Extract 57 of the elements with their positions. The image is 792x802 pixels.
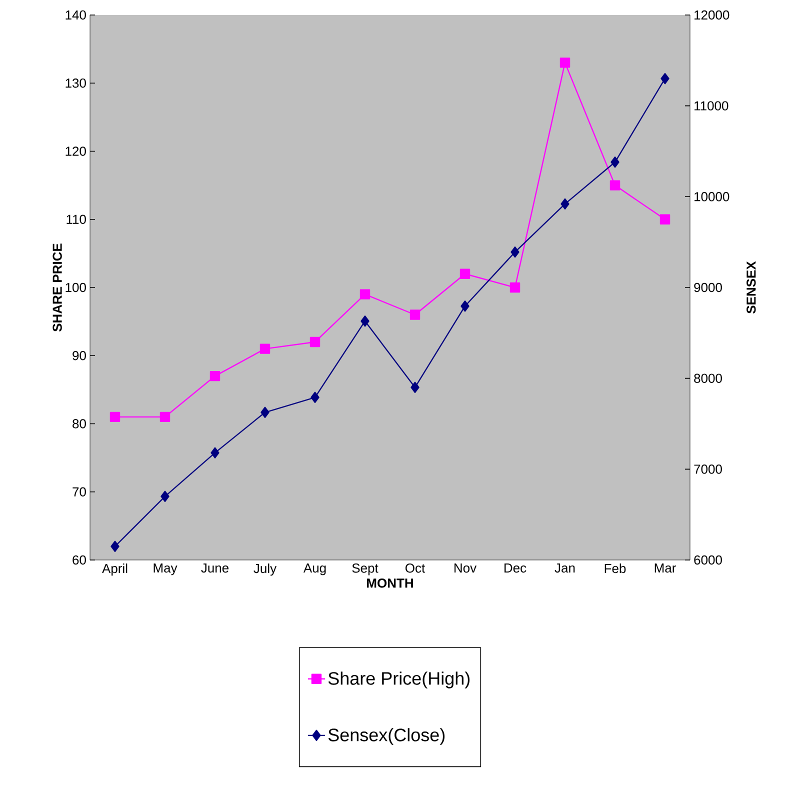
point [310, 392, 320, 404]
point [460, 300, 470, 312]
x-tick-label: June [201, 564, 229, 573]
y-tick-label: 100 [66, 282, 86, 292]
y-tick-label: 120 [66, 146, 86, 156]
point [610, 180, 620, 190]
point [460, 268, 470, 279]
y2-tick-label: 6000 [694, 555, 722, 565]
x-tick-label: Mar [654, 564, 676, 573]
y2-axis-title: SENSEX [746, 261, 756, 314]
point [610, 156, 620, 168]
x-tick-label: Sept [352, 564, 378, 576]
point [360, 316, 370, 327]
x-tick-label: July [254, 564, 277, 576]
point [410, 382, 420, 394]
x-tick-label: May [154, 564, 178, 576]
point [360, 289, 370, 300]
x-tick-label: Jan [554, 564, 575, 573]
y2-tick-label: 11000 [694, 101, 728, 110]
x-tick-label: Dec [504, 564, 526, 573]
y2-tick-label: 10000 [694, 192, 730, 202]
point [160, 490, 170, 502]
x-tick-label: Aug [303, 564, 326, 576]
x-tick-label: Feb [604, 564, 626, 574]
point [260, 406, 270, 418]
point [510, 246, 520, 258]
point [660, 72, 670, 84]
y-tick-label: 110 [66, 214, 86, 224]
point [560, 198, 570, 210]
y-tick-label: 70 [72, 487, 86, 496]
y2-tick-label: 9000 [694, 282, 722, 292]
point [260, 344, 270, 354]
point [210, 447, 220, 458]
point [560, 58, 570, 68]
point [410, 310, 420, 320]
point [510, 282, 520, 293]
point [310, 336, 320, 348]
x-tick-label: Oct [406, 564, 426, 573]
legend-label: Share Price(High) [328, 672, 470, 688]
y-tick-label: 140 [66, 10, 86, 20]
point [160, 412, 170, 422]
legend-label: Sensex(Close) [328, 728, 445, 745]
x-axis-title: MONTH [367, 578, 413, 588]
y-tick-label: 60 [72, 555, 86, 565]
point [110, 540, 120, 552]
y2-tick-label: 7000 [694, 464, 722, 474]
y-tick-label: 130 [66, 78, 86, 88]
point [660, 214, 670, 224]
y-tick-label: 80 [72, 419, 86, 428]
y-tick-label: 90 [72, 351, 86, 360]
y2-tick-label: 12000 [694, 10, 730, 20]
y-axis-title: SHARE PRICE [52, 244, 62, 332]
point [110, 412, 120, 422]
point [210, 370, 220, 382]
y2-tick-label: 8000 [694, 374, 722, 383]
x-tick-label: Nov [454, 564, 477, 573]
x-tick-label: April [102, 564, 128, 576]
